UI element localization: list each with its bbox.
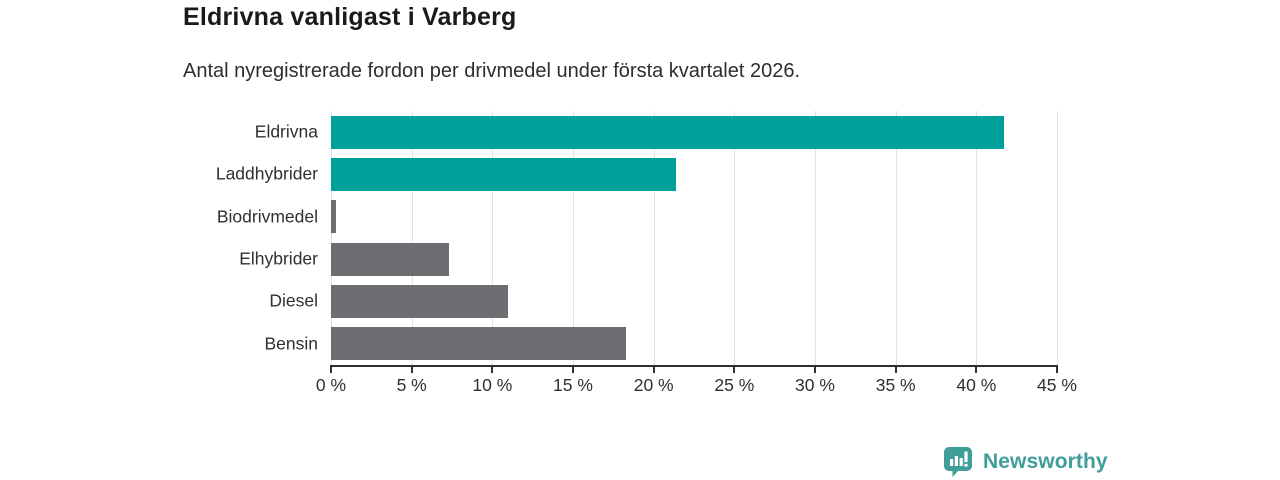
bar-elhybrider xyxy=(331,242,449,276)
chart-title: Eldrivna vanligast i Varberg xyxy=(183,3,517,31)
bar-bensin xyxy=(331,327,627,361)
newsworthy-logo-text: Newsworthy xyxy=(983,449,1108,473)
gridline xyxy=(815,111,816,365)
bar-row: Eldrivna xyxy=(255,111,1057,153)
axis-tick-label: 45 % xyxy=(1037,375,1077,395)
bar-row: Diesel xyxy=(269,280,1057,322)
bar-diesel xyxy=(331,284,509,318)
category-label: Bensin xyxy=(264,333,318,354)
x-axis-line xyxy=(331,365,1057,367)
axis-tick-label: 0 % xyxy=(315,375,347,395)
gridline xyxy=(411,111,413,365)
chart-subtitle: Antal nyregistrerade fordon per drivmede… xyxy=(183,60,801,82)
axis-tick xyxy=(410,365,413,373)
axis-tick xyxy=(572,365,574,373)
category-label: Laddhybrider xyxy=(215,163,318,184)
axis-tick xyxy=(1056,365,1058,373)
bar-rows: Eldrivna Laddhybrider Biodrivmedel Elhybrid… xyxy=(216,111,1057,365)
gridline xyxy=(653,111,655,365)
gridline xyxy=(734,111,736,365)
bar-row: Biodrivmedel xyxy=(217,196,1057,238)
axis-tick xyxy=(491,365,494,373)
axis-tick-label: 10 % xyxy=(472,375,513,395)
axis-tick xyxy=(814,365,816,373)
axis-tick xyxy=(652,365,655,373)
bar-row: Elhybrider xyxy=(239,238,1057,280)
axis-tick-label: 20 % xyxy=(633,375,674,395)
plot-area: Eldrivna Laddhybrider Biodrivmedel Elhybrid… xyxy=(216,111,1077,395)
bar-biodrivmedel xyxy=(331,200,336,234)
axis-tick xyxy=(975,365,978,373)
gridline xyxy=(492,111,494,365)
gridline xyxy=(895,111,897,365)
axis-tick xyxy=(330,365,332,373)
axis-tick xyxy=(894,365,897,373)
gridlines xyxy=(331,111,1058,365)
newsworthy-logo-icon xyxy=(944,447,972,477)
newsworthy-logo: Newsworthy xyxy=(942,445,1108,478)
axis-tick-label: 25 % xyxy=(714,375,755,395)
bar-row: Laddhybrider xyxy=(216,153,1057,195)
axis-tick xyxy=(733,365,736,373)
bar-laddhybrider xyxy=(331,157,677,191)
axis-tick-label: 5 % xyxy=(396,375,427,395)
category-label: Elhybrider xyxy=(239,248,318,269)
axis-tick-label: 40 % xyxy=(956,375,997,395)
bar-row: Bensin xyxy=(264,323,1057,365)
gridline xyxy=(573,111,574,365)
axis-tick-label: 35 % xyxy=(875,375,916,395)
category-label: Biodrivmedel xyxy=(216,206,318,227)
gridline xyxy=(331,111,332,365)
category-label: Diesel xyxy=(269,290,318,311)
axis-tick-label: 30 % xyxy=(795,375,835,395)
category-label: Eldrivna xyxy=(254,121,318,142)
bar-eldrivna xyxy=(331,115,1004,149)
axis-tick-label: 15 % xyxy=(553,375,593,395)
gridline xyxy=(976,111,978,365)
gridline xyxy=(1057,111,1058,365)
